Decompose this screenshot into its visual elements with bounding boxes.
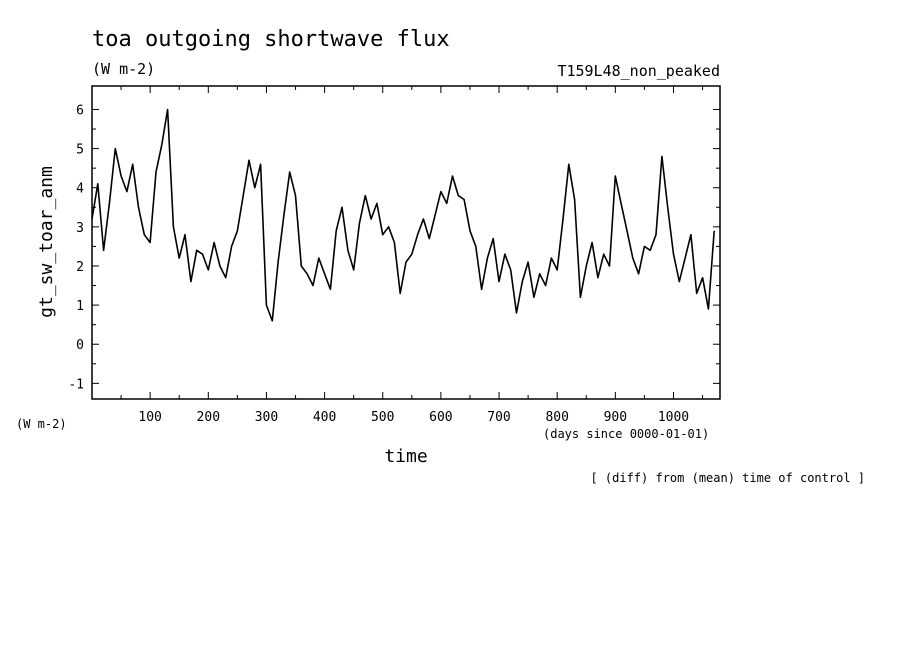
x-tick-label: 1000	[658, 410, 689, 425]
x-tick-label: 800	[545, 410, 568, 425]
x-axis: 100 200 300 400 500 600 700 800 900 1000	[120, 86, 704, 425]
y-tick-label: 2	[76, 260, 84, 275]
x-tick-label: 300	[255, 410, 278, 425]
y-axis-units: (W m-2)	[16, 417, 67, 431]
y-axis-label: gt_sw_toar_anm	[36, 166, 57, 318]
x-tick-label: 600	[429, 410, 452, 425]
x-tick-label: 500	[371, 410, 394, 425]
chart-units: (W m-2)	[92, 60, 155, 78]
y-tick-label: 5	[76, 143, 84, 158]
y-tick-label: 6	[76, 103, 84, 118]
plot-frame	[91, 85, 721, 400]
x-tick-label: 700	[487, 410, 510, 425]
x-tick-label: 400	[313, 410, 336, 425]
x-axis-units: (days since 0000-01-01)	[543, 427, 709, 441]
y-tick-label: 1	[76, 299, 84, 314]
series-group	[91, 108, 715, 322]
y-tick-label: 3	[76, 221, 84, 236]
footnote: [ (diff) from (mean) time of control ]	[590, 471, 865, 485]
y-tick-label: 0	[76, 338, 84, 353]
run-label: T159L48_non_peaked	[557, 62, 720, 80]
x-axis-label: time	[384, 446, 427, 467]
x-tick-label: 200	[197, 410, 220, 425]
x-tick-label: 100	[138, 410, 161, 425]
x-tick-label: 900	[604, 410, 627, 425]
y-axis: -1 0 1 2 3 4 5 6	[68, 103, 720, 392]
y-tick-label: 4	[76, 182, 84, 197]
y-tick-label: -1	[68, 377, 84, 392]
series-line-0	[91, 108, 715, 322]
chart-title: toa outgoing shortwave flux	[92, 27, 450, 52]
